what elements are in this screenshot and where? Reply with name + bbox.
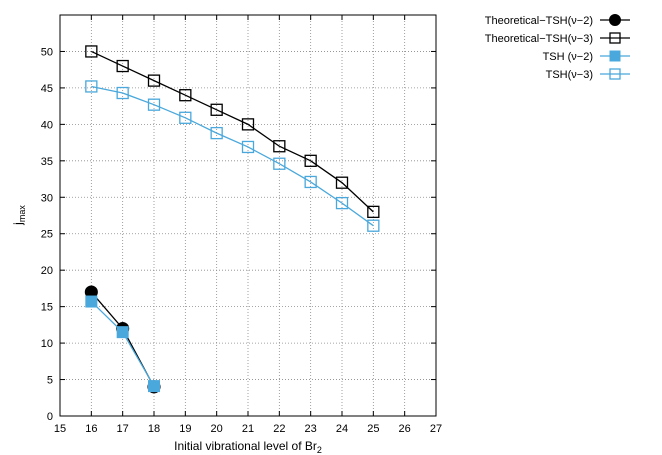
series-line bbox=[90, 301, 155, 387]
x-tick-label: 26 bbox=[399, 423, 411, 435]
data-point bbox=[85, 45, 98, 58]
legend-label: TSH (ν−2) bbox=[543, 51, 593, 63]
legend-label: TSH(ν−3) bbox=[546, 69, 593, 81]
legend-marker bbox=[609, 50, 621, 62]
x-axis-label: Initial vibrational level of Br2 bbox=[174, 439, 322, 455]
data-point bbox=[85, 295, 98, 308]
y-tick-label: 10 bbox=[41, 338, 53, 350]
data-point bbox=[241, 118, 255, 131]
y-tick-label: 35 bbox=[41, 156, 53, 168]
data-point bbox=[304, 154, 317, 167]
legend-item-1: Theoretical−TSH(ν−3) bbox=[485, 32, 630, 45]
y-tick-label: 45 bbox=[41, 83, 53, 95]
series-line bbox=[91, 85, 374, 227]
legend-item-0: Theoretical−TSH(ν−2) bbox=[485, 14, 630, 27]
x-axis: 15 16 17 18 19 20 21 22 23 24 25 26 27 bbox=[54, 15, 442, 435]
x-tick-label: 20 bbox=[211, 423, 223, 435]
x-axis-label-subscript: 2 bbox=[317, 445, 322, 455]
data-point bbox=[116, 326, 129, 339]
series-1 bbox=[85, 45, 380, 219]
x-tick-label: 22 bbox=[273, 423, 285, 435]
y-tick-label: 20 bbox=[41, 265, 53, 277]
legend-label: Theoretical−TSH(ν−2) bbox=[485, 15, 593, 27]
y-tick-label: 25 bbox=[41, 229, 53, 241]
data-point bbox=[273, 140, 286, 153]
legend-marker bbox=[609, 68, 621, 80]
legend-marker bbox=[609, 14, 621, 26]
legend-label: Theoretical−TSH(ν−3) bbox=[485, 33, 593, 45]
legend-item-2: TSH (ν−2) bbox=[543, 50, 630, 63]
data-point bbox=[147, 74, 161, 87]
y-tick-label: 40 bbox=[41, 119, 53, 131]
data-point bbox=[210, 103, 223, 116]
x-tick-label: 19 bbox=[179, 423, 191, 435]
series-line bbox=[91, 50, 374, 213]
data-point bbox=[148, 380, 160, 393]
series-2 bbox=[85, 295, 160, 393]
y-axis-label-subscript: max bbox=[17, 205, 27, 223]
legend-item-3: TSH(ν−3) bbox=[546, 68, 630, 81]
data-point bbox=[367, 219, 380, 232]
y-tick-label: 5 bbox=[47, 375, 53, 387]
x-tick-label: 27 bbox=[430, 423, 442, 435]
data-point bbox=[335, 176, 349, 189]
y-tick-label: 0 bbox=[47, 411, 53, 423]
data-point bbox=[116, 86, 129, 100]
data-point bbox=[273, 157, 286, 170]
x-tick-label: 17 bbox=[117, 423, 129, 435]
legend-marker bbox=[609, 32, 621, 44]
data-point bbox=[367, 205, 380, 219]
legend: Theoretical−TSH(ν−2) Theoretical−TSH(ν−3)… bbox=[485, 14, 630, 81]
x-tick-label: 15 bbox=[54, 423, 66, 435]
y-tick-label: 50 bbox=[41, 46, 53, 58]
data-point bbox=[241, 140, 255, 154]
y-tick-label: 15 bbox=[41, 302, 53, 314]
data-point bbox=[179, 111, 192, 124]
x-tick-label: 25 bbox=[367, 423, 379, 435]
x-tick-label: 24 bbox=[336, 423, 348, 435]
data-point bbox=[116, 59, 129, 73]
data-point bbox=[304, 175, 317, 189]
y-tick-label: 30 bbox=[41, 192, 53, 204]
series-3 bbox=[85, 80, 380, 232]
grid bbox=[60, 15, 436, 416]
y-axis: 0 5 10 15 20 25 30 35 40 45 50 bbox=[41, 46, 436, 423]
x-tick-label: 16 bbox=[85, 423, 97, 435]
series-layer bbox=[84, 45, 380, 394]
data-point bbox=[210, 126, 223, 140]
y-axis-label: jmax bbox=[11, 205, 27, 226]
data-point bbox=[85, 80, 98, 93]
data-point bbox=[179, 89, 192, 102]
svg-text:jmax: jmax bbox=[11, 205, 27, 226]
data-point bbox=[335, 196, 349, 210]
x-tick-label: 18 bbox=[148, 423, 160, 435]
x-tick-label: 21 bbox=[242, 423, 254, 435]
data-point bbox=[147, 98, 161, 111]
x-tick-label: 23 bbox=[305, 423, 317, 435]
